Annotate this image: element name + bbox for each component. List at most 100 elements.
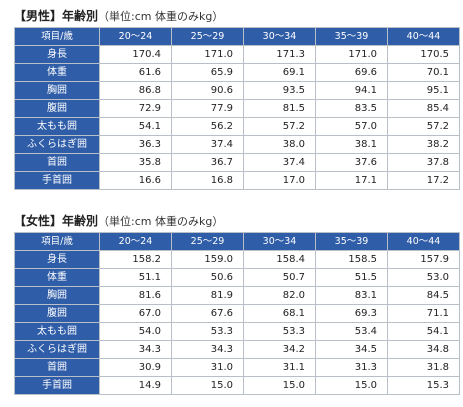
value-cell: 85.4 [387, 99, 460, 118]
value-cell: 38.1 [315, 135, 388, 154]
age-header: 30～34 [243, 232, 316, 251]
value-cell: 50.7 [243, 268, 316, 287]
value-cell: 67.6 [171, 304, 244, 323]
value-cell: 69.3 [315, 304, 388, 323]
value-cell: 50.6 [171, 268, 244, 287]
row-label: 首囲 [14, 358, 100, 377]
table-row: 首囲 30.9 31.0 31.1 31.3 31.8 [14, 358, 460, 377]
value-cell: 81.9 [171, 286, 244, 305]
value-cell: 171.0 [315, 45, 388, 64]
value-cell: 16.6 [99, 171, 172, 190]
value-cell: 37.4 [171, 135, 244, 154]
value-cell: 53.3 [243, 322, 316, 341]
table-header-row: 項目/歳 20～24 25～29 30～34 35～39 40～44 [14, 232, 460, 251]
row-label: 太もも囲 [14, 322, 100, 341]
value-cell: 31.1 [243, 358, 316, 377]
age-header: 25～29 [171, 232, 244, 251]
table-row: 手首囲 16.6 16.8 17.0 17.1 17.2 [14, 171, 460, 190]
value-cell: 37.8 [387, 153, 460, 172]
value-cell: 17.0 [243, 171, 316, 190]
value-cell: 90.6 [171, 81, 244, 100]
row-label: ふくらはぎ囲 [14, 340, 100, 359]
value-cell: 38.0 [243, 135, 316, 154]
value-cell: 171.0 [171, 45, 244, 64]
value-cell: 94.1 [315, 81, 388, 100]
row-label: 体重 [14, 63, 100, 82]
row-label: 胸囲 [14, 81, 100, 100]
age-header: 40～44 [387, 232, 460, 251]
value-cell: 17.1 [315, 171, 388, 190]
value-cell: 37.4 [243, 153, 316, 172]
value-cell: 31.3 [315, 358, 388, 377]
row-label: ふくらはぎ囲 [14, 135, 100, 154]
value-cell: 170.4 [99, 45, 172, 64]
value-cell: 53.3 [171, 322, 244, 341]
table-row: 腹囲 67.0 67.6 68.1 69.3 71.1 [14, 304, 460, 323]
value-cell: 51.5 [315, 268, 388, 287]
value-cell: 83.1 [315, 286, 388, 305]
age-header: 25～29 [171, 27, 244, 46]
value-cell: 86.8 [99, 81, 172, 100]
value-cell: 67.0 [99, 304, 172, 323]
table-row: 胸囲 86.8 90.6 93.5 94.1 95.1 [14, 81, 460, 100]
value-cell: 34.8 [387, 340, 460, 359]
row-label: 首囲 [14, 153, 100, 172]
value-cell: 81.5 [243, 99, 316, 118]
value-cell: 68.1 [243, 304, 316, 323]
age-header: 20～24 [99, 27, 172, 46]
value-cell: 65.9 [171, 63, 244, 82]
value-cell: 54.1 [99, 117, 172, 136]
value-cell: 70.1 [387, 63, 460, 82]
table-row: 太もも囲 54.1 56.2 57.2 57.0 57.2 [14, 117, 460, 136]
value-cell: 61.6 [99, 63, 172, 82]
age-header: 35～39 [315, 27, 388, 46]
row-label: 腹囲 [14, 304, 100, 323]
table-row: 体重 51.1 50.6 50.7 51.5 53.0 [14, 268, 460, 287]
value-cell: 35.8 [99, 153, 172, 172]
value-cell: 54.0 [99, 322, 172, 341]
value-cell: 15.3 [387, 376, 460, 395]
row-label: 身長 [14, 45, 100, 64]
value-cell: 56.2 [171, 117, 244, 136]
value-cell: 69.1 [243, 63, 316, 82]
value-cell: 69.6 [315, 63, 388, 82]
female-section: 【女性】年齢別（単位:cm 体重のみkg） 項目/歳 20～24 25～29 3… [0, 211, 463, 395]
age-header: 40～44 [387, 27, 460, 46]
table-row: ふくらはぎ囲 34.3 34.3 34.2 34.5 34.8 [14, 340, 460, 359]
table-row: 胸囲 81.6 81.9 82.0 83.1 84.5 [14, 286, 460, 305]
row-label: 胸囲 [14, 286, 100, 305]
value-cell: 15.0 [171, 376, 244, 395]
age-header: 35～39 [315, 232, 388, 251]
value-cell: 171.3 [243, 45, 316, 64]
table-row: 身長 158.2 159.0 158.4 158.5 157.9 [14, 250, 460, 269]
row-label: 身長 [14, 250, 100, 269]
value-cell: 54.1 [387, 322, 460, 341]
corner-header: 項目/歳 [14, 232, 100, 251]
value-cell: 14.9 [99, 376, 172, 395]
value-cell: 93.5 [243, 81, 316, 100]
age-header: 30～34 [243, 27, 316, 46]
value-cell: 95.1 [387, 81, 460, 100]
value-cell: 84.5 [387, 286, 460, 305]
corner-header: 項目/歳 [14, 27, 100, 46]
row-label: 体重 [14, 268, 100, 287]
value-cell: 57.0 [315, 117, 388, 136]
male-heading: 【男性】年齢別（単位:cm 体重のみkg） [0, 6, 463, 26]
value-cell: 53.4 [315, 322, 388, 341]
row-label: 太もも囲 [14, 117, 100, 136]
table-row: 手首囲 14.9 15.0 15.0 15.0 15.3 [14, 376, 460, 395]
value-cell: 72.9 [99, 99, 172, 118]
value-cell: 31.0 [171, 358, 244, 377]
value-cell: 36.3 [99, 135, 172, 154]
value-cell: 170.5 [387, 45, 460, 64]
value-cell: 157.9 [387, 250, 460, 269]
value-cell: 71.1 [387, 304, 460, 323]
value-cell: 159.0 [171, 250, 244, 269]
value-cell: 77.9 [171, 99, 244, 118]
value-cell: 17.2 [387, 171, 460, 190]
table-row: 首囲 35.8 36.7 37.4 37.6 37.8 [14, 153, 460, 172]
value-cell: 37.6 [315, 153, 388, 172]
value-cell: 158.4 [243, 250, 316, 269]
female-heading-title: 【女性】年齢別 [14, 214, 99, 228]
male-section: 【男性】年齢別（単位:cm 体重のみkg） 項目/歳 20～24 25～29 3… [0, 6, 463, 190]
